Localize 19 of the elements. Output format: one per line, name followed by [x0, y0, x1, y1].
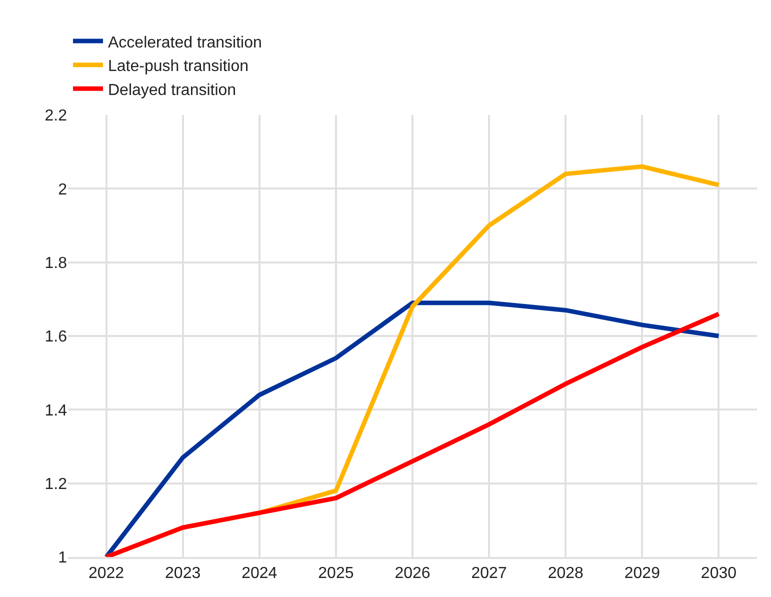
x-tick-label: 2030: [700, 565, 737, 582]
legend-label: Delayed transition: [108, 82, 236, 99]
y-tick-label: 1.6: [44, 328, 68, 346]
legend-label: Late-push transition: [108, 58, 249, 76]
x-tick-label: 2024: [242, 565, 278, 582]
x-tick-label: 2023: [165, 565, 201, 582]
y-tick-label: 1.8: [44, 254, 68, 272]
y-tick-label: 2: [58, 181, 68, 198]
x-tick-label: 2027: [471, 565, 507, 582]
y-tick-label: 1: [58, 550, 68, 567]
x-tick-label: 2029: [624, 565, 660, 582]
x-tick-label: 2028: [548, 565, 584, 582]
legend-label: Accelerated transition: [108, 34, 262, 52]
y-tick-label: 1.2: [44, 476, 68, 493]
y-tick-label: 2.2: [44, 108, 68, 125]
x-tick-label: 2025: [318, 565, 354, 582]
x-tick-label: 2022: [88, 565, 124, 582]
x-tick-label: 2026: [394, 565, 430, 582]
y-tick-label: 1.4: [44, 402, 68, 420]
